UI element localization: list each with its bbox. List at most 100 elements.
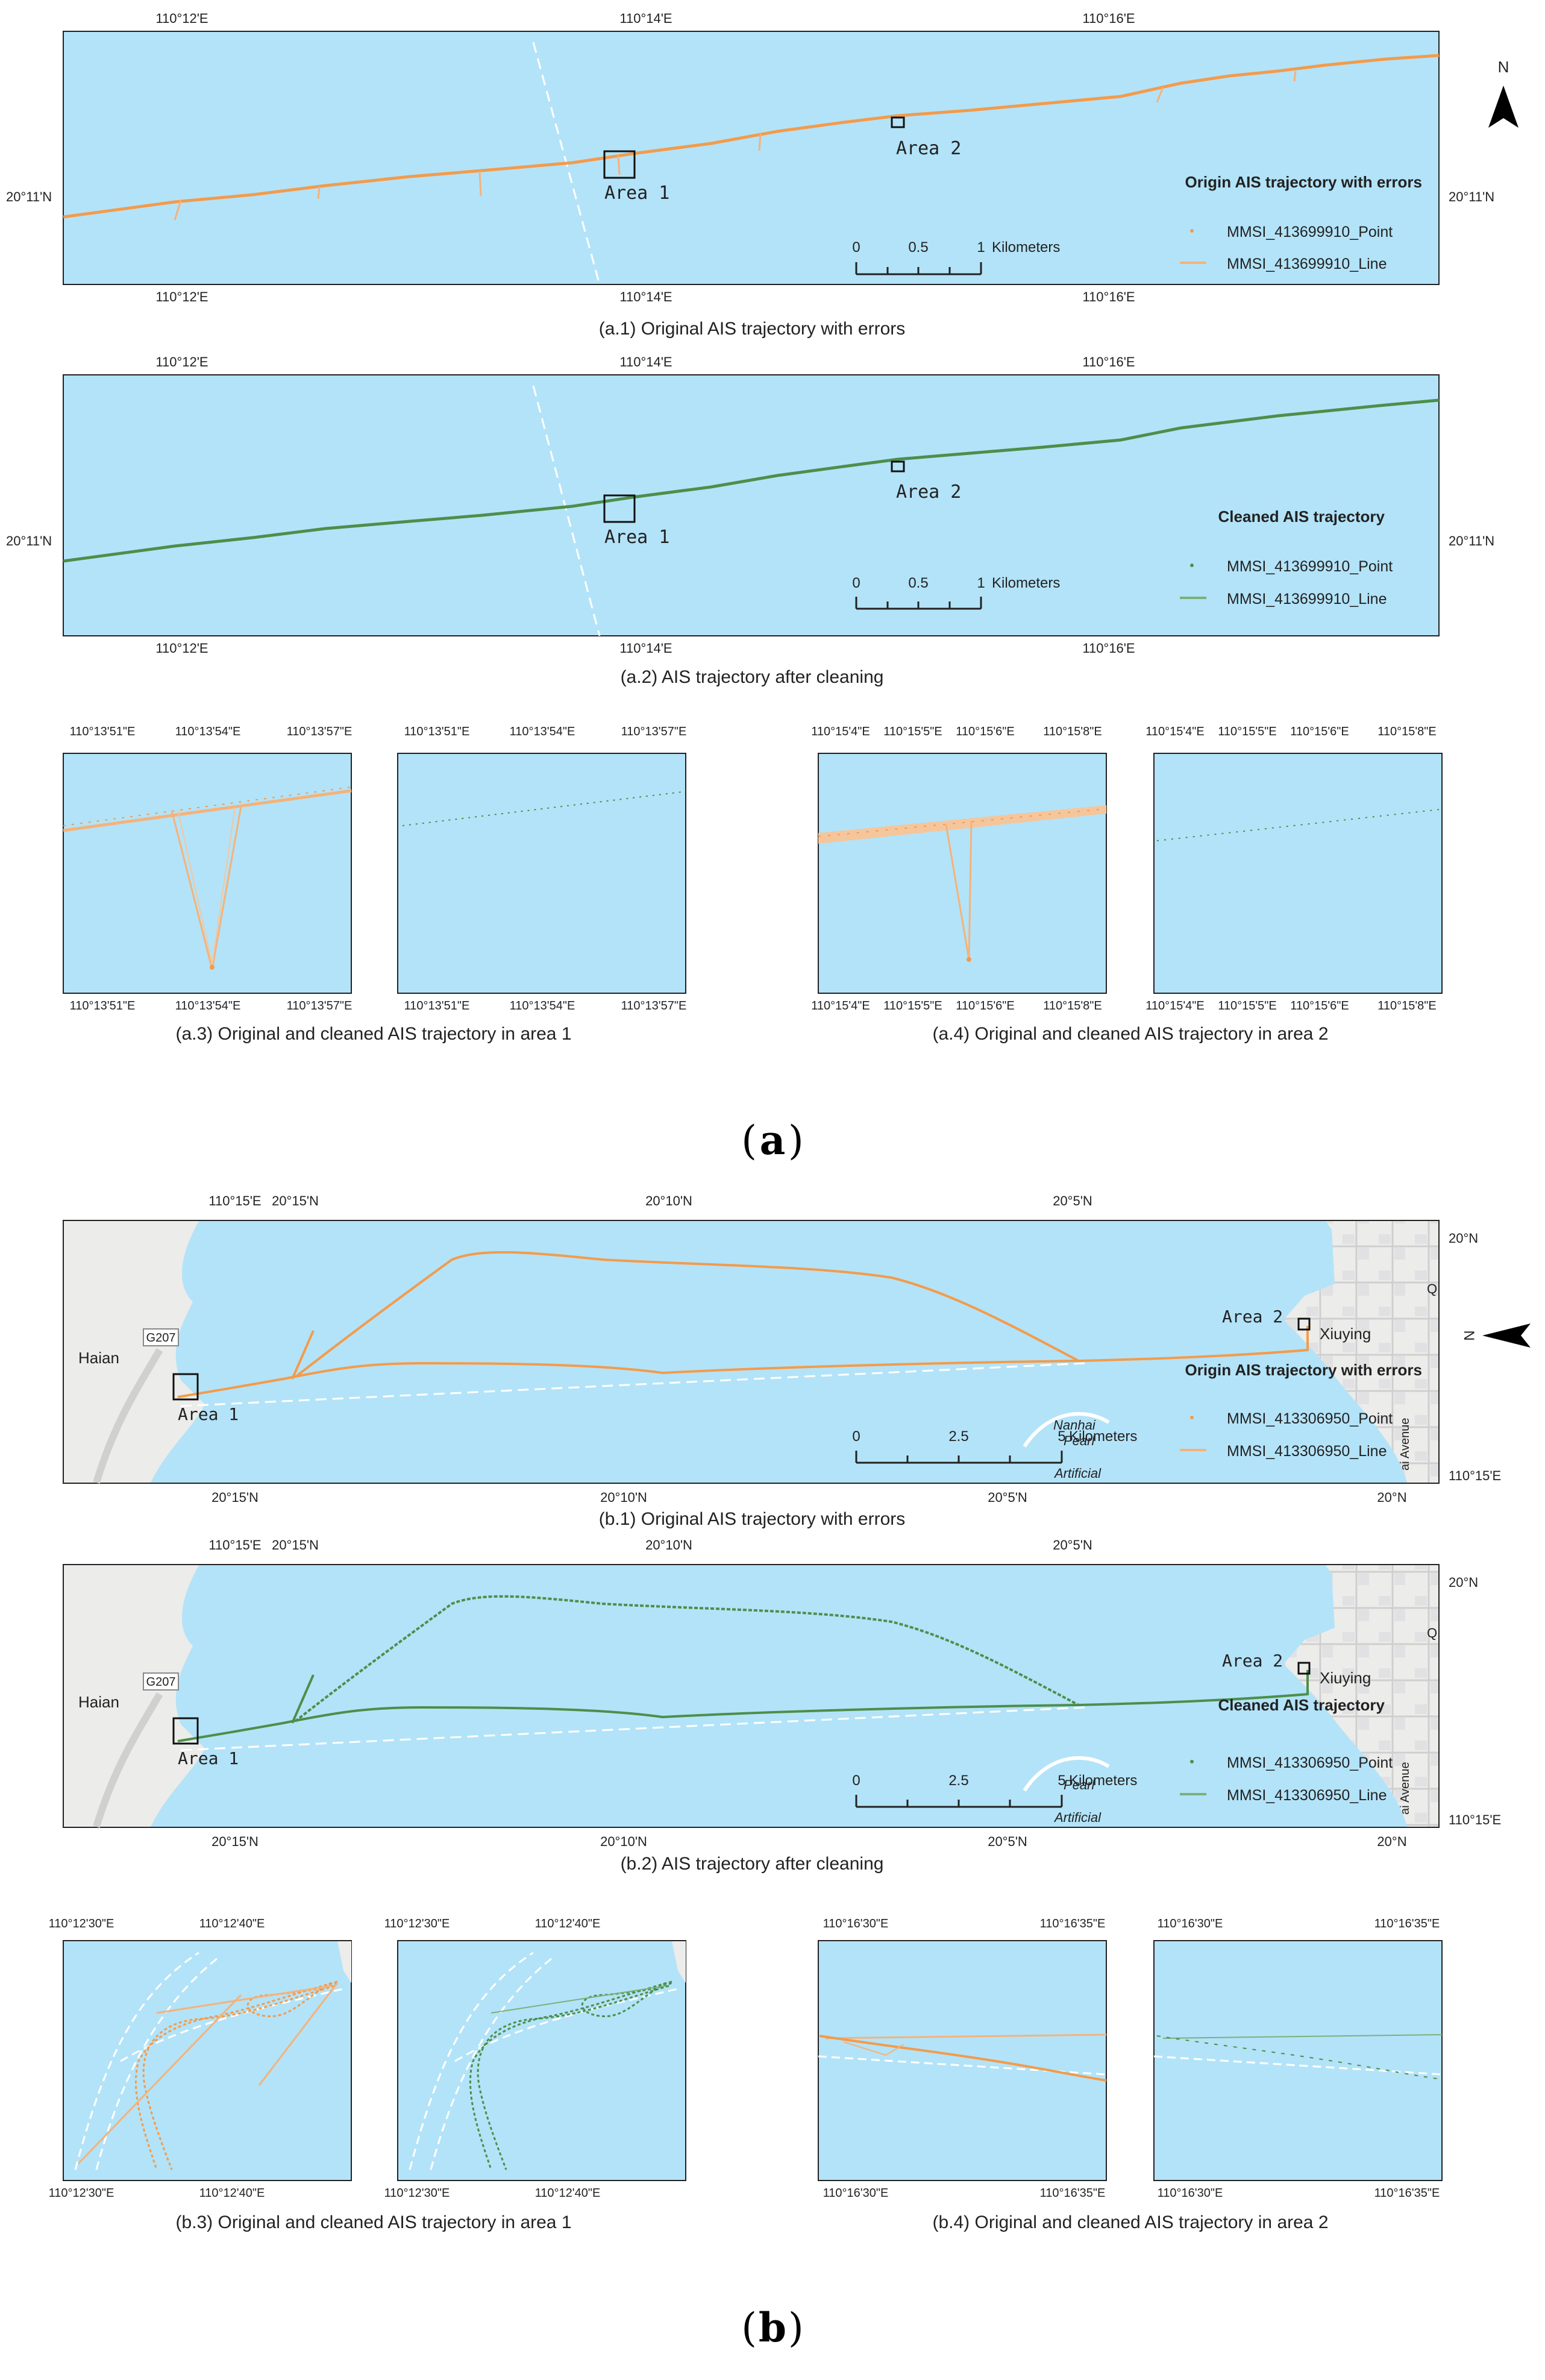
scale-label-mid: 2.5 bbox=[948, 1772, 968, 1789]
tick-top-5: 110°13'54"E bbox=[510, 725, 575, 738]
panel-b1: G207 Haian Xiuying Q ai Avenue Nanhai Pe… bbox=[63, 1193, 1531, 1529]
legend-point-icon bbox=[1190, 564, 1194, 567]
scale-label-unit: Kilometers bbox=[1069, 1428, 1137, 1445]
panel-b2: G207 Haian Xiuying Q ai Avenue Pearl Art… bbox=[63, 1537, 1501, 1874]
area-2-label: Area 2 bbox=[896, 138, 961, 159]
scale-label-mid: 2.5 bbox=[948, 1428, 968, 1445]
area-2-box bbox=[891, 116, 905, 128]
trajectory-spur bbox=[291, 1330, 315, 1380]
lat-tick-right: 20°11'N bbox=[1449, 533, 1494, 548]
tick-bottom-1: 110°12'30"E bbox=[49, 2187, 114, 2200]
scale-label-0: 0 bbox=[852, 575, 860, 591]
area-2-label: Area 2 bbox=[1222, 1307, 1283, 1327]
place-pearl: Pearl bbox=[1064, 1777, 1095, 1792]
tick-top-6: 110°15'5"E bbox=[1218, 725, 1277, 738]
tick-top-3: 110°13'57"E bbox=[287, 725, 353, 738]
map-frame bbox=[63, 1564, 1440, 1828]
inset-cleaned bbox=[397, 1940, 686, 2181]
road-avenue: ai Avenue bbox=[1399, 1418, 1412, 1471]
road-avenue: ai Avenue bbox=[1399, 1762, 1412, 1815]
right-tick-1: 20°N bbox=[1449, 1575, 1478, 1590]
legend-point-label: MMSI_413306950_Point bbox=[1227, 1754, 1393, 1771]
tick-bottom-5: 110°13'54"E bbox=[510, 999, 575, 1013]
top-tick-4: 20°5'N bbox=[1053, 1193, 1092, 1208]
scale-label-max: 5 bbox=[1058, 1428, 1065, 1445]
area-1-box bbox=[172, 1373, 199, 1401]
road-shield bbox=[143, 1672, 179, 1691]
north-letter: N bbox=[1498, 58, 1509, 76]
panel-a4: 110°15'4"E 110°15'5"E 110°15'6"E 110°15'… bbox=[811, 725, 1443, 1044]
area-1-box bbox=[172, 1717, 199, 1745]
scale-label-unit: Kilometers bbox=[992, 239, 1060, 256]
top-tick-4: 20°5'N bbox=[1053, 1537, 1092, 1553]
area-2-box bbox=[1297, 1317, 1311, 1331]
trajectory-loop bbox=[294, 1251, 1079, 1378]
legend-title: Cleaned AIS trajectory bbox=[1218, 507, 1385, 526]
panel-b4: 110°16'30"E 110°16'35"E 110°16'30"E 110°… bbox=[818, 1917, 1443, 2232]
legend-line-label: MMSI_413306950_Line bbox=[1227, 1787, 1387, 1804]
place-q: Q bbox=[1427, 1625, 1437, 1641]
bottom-tick-4: 20°N bbox=[1377, 1490, 1406, 1505]
legend-title: Origin AIS trajectory with errors bbox=[1185, 173, 1422, 191]
scale-bar-icon bbox=[855, 262, 982, 275]
area-1-label: Area 1 bbox=[604, 183, 669, 204]
map-frame bbox=[63, 31, 1440, 285]
tick-bottom-6: 110°13'57"E bbox=[621, 999, 687, 1013]
caption-b4: (b.4) Original and cleaned AIS trajector… bbox=[932, 2212, 1328, 2232]
legend-title: Origin AIS trajectory with errors bbox=[1185, 1361, 1422, 1379]
tick-top-4: 110°16'35"E bbox=[1374, 1917, 1440, 1930]
tick-bottom-4: 110°16'35"E bbox=[1374, 2187, 1440, 2200]
inset-original bbox=[818, 1940, 1107, 2181]
panel-a1: Area 1 Area 2 110°12'E 110°14'E 110°16'E… bbox=[6, 11, 1518, 339]
tick-bottom-1: 110°15'4"E bbox=[811, 999, 870, 1013]
tick-bottom-3: 110°12'30"E bbox=[384, 2187, 450, 2200]
tick-top-2: 110°15'5"E bbox=[883, 725, 942, 738]
area-1-box bbox=[603, 150, 636, 179]
bottom-tick-4: 20°N bbox=[1377, 1834, 1406, 1849]
dashed-channel bbox=[532, 385, 601, 636]
subfigure-label-a-open: ( bbox=[741, 1117, 757, 1164]
legend-point-icon bbox=[1190, 229, 1194, 233]
lon-tick-top-2: 110°14'E bbox=[619, 354, 672, 369]
lat-tick-left: 20°11'N bbox=[6, 533, 52, 548]
inset-cleaned bbox=[397, 753, 686, 994]
tick-bottom-7: 110°15'6"E bbox=[1290, 999, 1349, 1013]
inset-original bbox=[63, 753, 352, 994]
top-tick-1: 110°15'E bbox=[208, 1193, 261, 1208]
tick-top-2: 110°13'54"E bbox=[175, 725, 241, 738]
road-g207 bbox=[93, 1692, 163, 1828]
caption-a1: (a.1) Original AIS trajectory with error… bbox=[599, 319, 906, 339]
trajectory-spur bbox=[291, 1674, 315, 1724]
legend-point-icon bbox=[1190, 1760, 1194, 1763]
place-xiuying: Xiuying bbox=[1320, 1325, 1371, 1343]
right-tick-2: 110°15'E bbox=[1449, 1812, 1501, 1827]
north-arrow-icon bbox=[1482, 1323, 1531, 1348]
tick-top-2: 110°16'35"E bbox=[1040, 1917, 1106, 1930]
top-tick-2: 20°15'N bbox=[272, 1193, 319, 1208]
scale-label-half: 0.5 bbox=[908, 575, 928, 591]
place-nanhai: Nanhai bbox=[1053, 1418, 1096, 1433]
road-shield bbox=[143, 1328, 179, 1346]
legend-point-icon bbox=[1190, 1416, 1194, 1419]
inset-cleaned bbox=[1153, 1940, 1443, 2181]
subfigure-label-b-letter: b bbox=[759, 2304, 786, 2351]
inset-original bbox=[818, 753, 1107, 994]
map-frame bbox=[63, 1220, 1440, 1484]
road-g207-label: G207 bbox=[146, 1331, 176, 1345]
tick-bottom-6: 110°15'5"E bbox=[1218, 999, 1277, 1013]
legend-point-label: MMSI_413699910_Point bbox=[1227, 224, 1393, 240]
lat-tick-left: 20°11'N bbox=[6, 189, 52, 204]
bottom-tick-2: 20°10'N bbox=[600, 1490, 647, 1505]
subfigure-label-b-close: ) bbox=[788, 2305, 804, 2351]
legend-line-label: MMSI_413306950_Line bbox=[1227, 1443, 1387, 1460]
tick-top-2: 110°12'40"E bbox=[199, 1917, 265, 1930]
area-2-box bbox=[891, 460, 905, 473]
scale-label-0: 0 bbox=[852, 239, 860, 256]
tick-bottom-3: 110°16'30"E bbox=[1158, 2187, 1223, 2200]
lon-tick-bottom-1: 110°12'E bbox=[155, 641, 208, 656]
tick-top-1: 110°16'30"E bbox=[823, 1917, 889, 1930]
lon-tick-top-1: 110°12'E bbox=[155, 11, 208, 26]
bottom-tick-2: 20°10'N bbox=[600, 1834, 647, 1849]
outlier-spikes bbox=[174, 71, 1297, 221]
